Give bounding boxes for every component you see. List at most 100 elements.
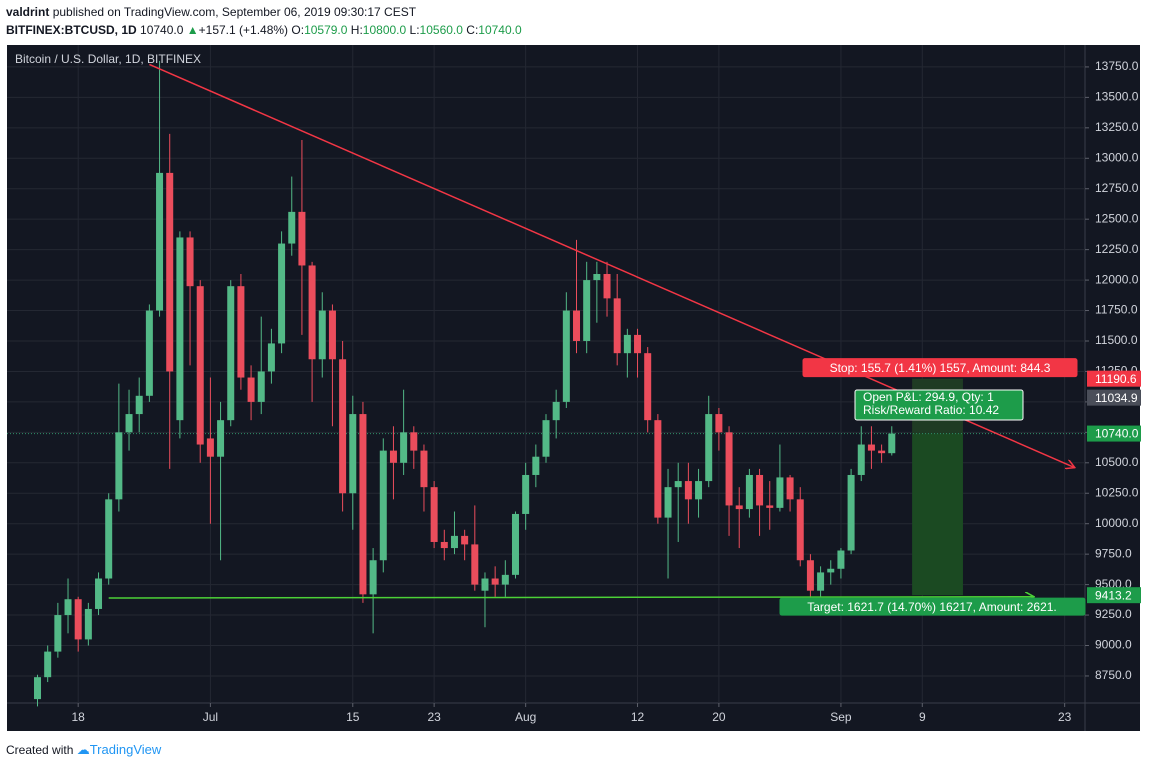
price-label: 11190.6 xyxy=(1095,372,1137,386)
candle-body xyxy=(562,310,570,402)
x-tick-label: Jul xyxy=(203,710,218,724)
candle-body xyxy=(318,310,326,360)
candle-body xyxy=(288,211,296,244)
candle-body xyxy=(369,560,377,595)
stop-label-box xyxy=(802,358,1078,378)
price-label-box xyxy=(1087,370,1141,387)
candle-body xyxy=(837,550,845,569)
candle-body xyxy=(552,401,560,421)
candle-body xyxy=(84,608,92,640)
candle-body xyxy=(237,286,245,378)
candle-body xyxy=(847,474,855,551)
overlay: Stop: 155.7 (1.41%) 1557, Amount: 844.3 O… xyxy=(108,63,1086,616)
target-label-box xyxy=(779,597,1086,616)
candle-body xyxy=(725,432,733,506)
y-tick-label: 12250.0 xyxy=(1095,242,1139,256)
candle-body xyxy=(420,450,428,488)
candle-body xyxy=(54,615,62,652)
price-label: 9413.2 xyxy=(1095,588,1132,602)
publish-line: valdrint published on TradingView.com, S… xyxy=(6,5,416,19)
candle-body xyxy=(461,535,469,545)
candle-body xyxy=(613,298,621,354)
candle-body xyxy=(217,420,225,457)
candle-body xyxy=(95,578,103,609)
ohlc: O:10579.0 H:10800.0 L:10560.0 C:10740.0 xyxy=(291,23,521,37)
candle-body xyxy=(522,474,530,514)
candle-body xyxy=(115,432,123,500)
ohlc-value: 10800.0 xyxy=(362,23,407,37)
ohlc-value: 10579.0 xyxy=(304,23,348,37)
candle-body xyxy=(664,487,672,518)
y-tick-label: 11500.0 xyxy=(1095,333,1138,347)
candle-body xyxy=(511,513,519,575)
ohlc-key: L: xyxy=(409,23,420,37)
footer-brand: ☁TradingView xyxy=(76,742,162,757)
ohlc-key: O: xyxy=(291,23,305,37)
candle-body xyxy=(573,310,581,341)
candle-body xyxy=(634,334,642,354)
pnl-label: Open P&L: 294.9, Qty: 1 xyxy=(863,390,994,404)
ohlc-value: 10560.0 xyxy=(419,23,463,37)
candle-body xyxy=(227,286,235,421)
ohlc-key: C: xyxy=(466,23,479,37)
pnl-box xyxy=(854,389,1024,421)
y-tick-label: 12500.0 xyxy=(1095,211,1139,225)
ohlc-value: 10740.0 xyxy=(478,23,522,37)
candle-body xyxy=(349,414,357,494)
price-label-box xyxy=(1087,425,1141,442)
x-tick-label: 23 xyxy=(427,710,441,724)
candle-body xyxy=(745,474,753,510)
candle-body xyxy=(593,273,601,281)
y-tick-label: 11750.0 xyxy=(1095,303,1138,317)
candle-body xyxy=(206,438,214,457)
last: 10740.0 xyxy=(140,23,184,37)
candle-body xyxy=(278,243,286,344)
candle-body xyxy=(867,444,875,451)
candle-body xyxy=(735,505,743,510)
candle-body xyxy=(695,481,703,500)
candle-body xyxy=(481,578,489,591)
y-tick-label: 9000.0 xyxy=(1095,638,1132,652)
y-tick-label: 12750.0 xyxy=(1095,181,1139,195)
candle-body xyxy=(786,477,794,500)
candle-body xyxy=(339,359,347,494)
y-tick-label: 10000.0 xyxy=(1095,516,1139,530)
candle-body xyxy=(64,599,72,616)
y-tick-label: 8750.0 xyxy=(1095,668,1132,682)
candle-body xyxy=(186,237,194,287)
x-tick-label: 20 xyxy=(712,710,726,724)
symbol: BITFINEX:BTCUSD, 1D xyxy=(6,23,137,37)
candle-body xyxy=(623,334,631,354)
candle-body xyxy=(756,474,764,506)
candle-body xyxy=(125,414,133,433)
quote-line: BITFINEX:BTCUSD, 1D 10740.0 ▲+157.1 (+1.… xyxy=(6,23,522,37)
x-tick-label: 9 xyxy=(919,710,926,724)
published: published on TradingView.com, September … xyxy=(52,5,417,19)
y-tick-label: 13000.0 xyxy=(1095,150,1139,164)
candle-body xyxy=(471,544,479,585)
y-tick-label: 13250.0 xyxy=(1095,120,1139,134)
candle-body xyxy=(145,310,153,396)
footer: Created with ☁TradingView xyxy=(6,742,161,758)
price-label: 11034.9 xyxy=(1095,391,1138,405)
candle-body xyxy=(827,568,835,573)
candle-body xyxy=(796,499,804,561)
position-reward-zone xyxy=(912,433,963,596)
user: valdrint xyxy=(6,5,50,19)
y-tick-label: 10500.0 xyxy=(1095,455,1139,469)
candle-body xyxy=(74,599,82,640)
x-tick-label: Aug xyxy=(515,710,536,724)
candle-body xyxy=(430,487,438,542)
candle-body xyxy=(542,420,550,457)
candle-body xyxy=(766,505,774,508)
price-label-box xyxy=(1087,389,1141,406)
candle-body xyxy=(156,172,164,311)
footer-text: Created with xyxy=(6,743,74,757)
price-label: 10740.0 xyxy=(1095,427,1139,441)
y-tick-label: 9750.0 xyxy=(1095,546,1132,560)
x-tick-label: 12 xyxy=(631,710,645,724)
symbol-title: Bitcoin / U.S. Dollar, 1D, BITFINEX xyxy=(15,52,201,66)
candle-body xyxy=(715,414,723,433)
candle-body xyxy=(878,450,886,454)
